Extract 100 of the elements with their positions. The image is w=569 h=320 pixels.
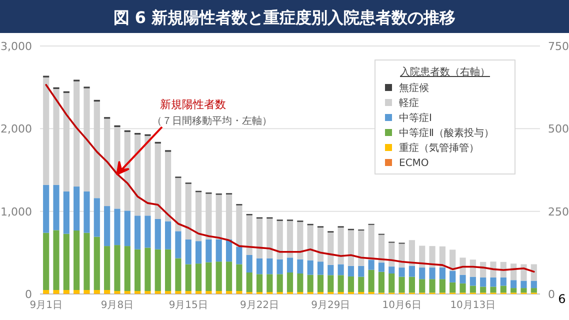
bar xyxy=(94,290,100,294)
bar xyxy=(144,136,151,216)
x-tick-label: 10月6日 xyxy=(382,300,422,311)
bar xyxy=(276,220,283,260)
bar xyxy=(53,184,60,230)
x-tick-label: 9月15日 xyxy=(168,300,208,311)
x-tick-label: 9月22日 xyxy=(240,300,280,311)
bar xyxy=(114,245,120,292)
bar xyxy=(144,248,151,292)
bar xyxy=(134,216,141,250)
chart-title: 図 6 新規陽性者数と重症度別入院患者数の推移 xyxy=(113,8,456,27)
bar xyxy=(206,262,212,292)
bar xyxy=(328,275,334,292)
bar xyxy=(236,291,242,294)
text: 6 xyxy=(558,292,566,306)
legend-title: 入院患者数（右軸） xyxy=(400,66,490,78)
bar xyxy=(114,291,120,294)
bar xyxy=(266,218,273,258)
x-tick-label: 9月1日 xyxy=(30,300,62,311)
bar xyxy=(63,290,70,294)
bar xyxy=(246,272,252,292)
x-tick-label: 9月29日 xyxy=(311,300,350,311)
bar xyxy=(175,178,182,232)
bar xyxy=(165,249,172,292)
bar xyxy=(63,191,70,234)
bar xyxy=(317,262,324,275)
bar xyxy=(104,206,110,246)
bar xyxy=(358,276,364,292)
bar xyxy=(216,194,222,240)
bar xyxy=(175,258,182,292)
bar xyxy=(500,277,506,286)
bar xyxy=(510,280,517,288)
bar xyxy=(276,259,283,274)
bar xyxy=(165,291,172,294)
bar xyxy=(94,236,100,290)
bar xyxy=(460,283,466,293)
bar xyxy=(236,264,242,292)
bar xyxy=(185,184,192,240)
bar xyxy=(165,221,172,250)
bar xyxy=(480,277,486,287)
bar xyxy=(328,232,334,265)
bar xyxy=(378,262,385,272)
bar xyxy=(134,249,141,292)
bar xyxy=(358,266,364,277)
y2-tick-label: 500 xyxy=(548,122,569,136)
bar xyxy=(297,259,304,274)
bar xyxy=(216,291,222,294)
bar xyxy=(490,277,496,287)
y-tick-label: 3,000 xyxy=(0,40,32,53)
bar xyxy=(144,216,151,248)
bar xyxy=(480,286,486,293)
bar xyxy=(439,268,446,280)
bar xyxy=(429,246,436,268)
bar xyxy=(84,232,90,290)
bar xyxy=(338,264,344,276)
bar xyxy=(470,276,476,286)
bar xyxy=(286,220,294,258)
bar xyxy=(297,274,304,292)
bar xyxy=(53,290,60,294)
bar xyxy=(74,186,80,231)
bar xyxy=(195,291,202,294)
bar xyxy=(520,288,527,293)
bar xyxy=(236,205,242,247)
bar xyxy=(134,291,141,294)
line-series xyxy=(45,84,535,273)
bar xyxy=(226,291,232,294)
bar xyxy=(43,77,50,185)
bar xyxy=(307,274,314,292)
bar xyxy=(408,266,415,277)
bar xyxy=(185,239,192,264)
bar xyxy=(388,266,395,274)
bar xyxy=(94,102,100,198)
bar xyxy=(266,258,273,274)
y2-tick-label: 0 xyxy=(548,288,555,301)
bar xyxy=(286,272,294,292)
bar xyxy=(185,291,192,294)
bar xyxy=(388,242,395,267)
bar xyxy=(408,276,415,293)
bar xyxy=(530,264,537,281)
bar xyxy=(53,88,60,185)
legend-label: 無症候 xyxy=(399,82,429,94)
bar xyxy=(124,246,130,292)
bar xyxy=(246,215,252,255)
bar xyxy=(398,268,405,277)
bar xyxy=(154,291,161,294)
bar xyxy=(154,144,161,219)
annotation: （７日間移動平均・左軸） xyxy=(152,115,272,127)
bar xyxy=(94,198,100,237)
bar xyxy=(348,266,354,276)
bar xyxy=(419,279,426,293)
bar xyxy=(144,291,151,294)
bar xyxy=(226,262,232,292)
bar xyxy=(450,282,456,293)
legend-label: 軽症 xyxy=(399,97,419,109)
bar xyxy=(286,258,294,273)
bar xyxy=(419,268,426,280)
bar xyxy=(470,260,476,277)
bar xyxy=(84,290,90,294)
bar xyxy=(398,244,405,268)
bar xyxy=(520,280,527,288)
